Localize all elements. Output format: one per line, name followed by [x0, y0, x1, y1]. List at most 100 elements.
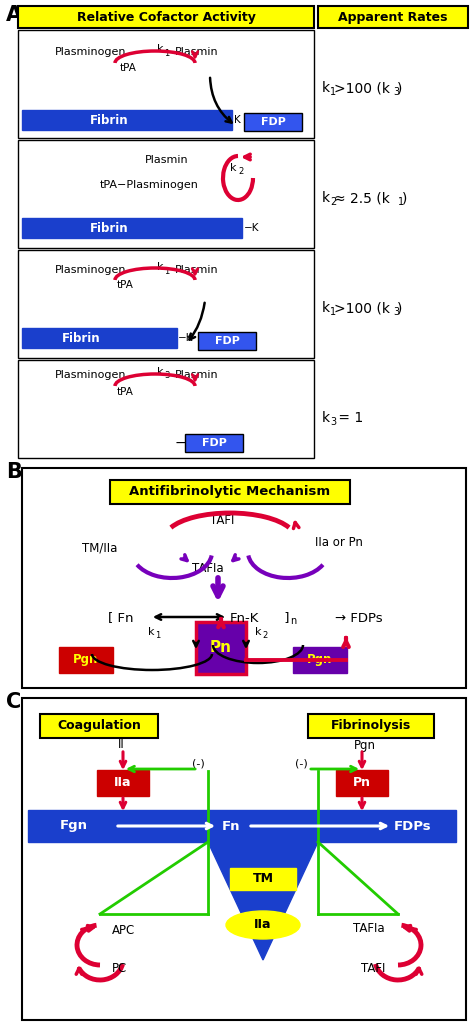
Text: II: II — [118, 739, 125, 751]
Text: APC: APC — [112, 923, 135, 937]
Text: 1: 1 — [330, 87, 336, 97]
Text: >100 (k: >100 (k — [334, 301, 390, 315]
FancyBboxPatch shape — [59, 647, 113, 673]
Text: −K: −K — [178, 333, 193, 343]
Text: TAFI: TAFI — [210, 513, 234, 526]
Text: tPA: tPA — [117, 280, 134, 290]
Text: Pn: Pn — [353, 777, 371, 789]
FancyBboxPatch shape — [185, 434, 243, 452]
Text: Fibrinolysis: Fibrinolysis — [331, 719, 411, 733]
FancyBboxPatch shape — [40, 714, 158, 738]
Text: TM/IIa: TM/IIa — [82, 542, 118, 554]
FancyBboxPatch shape — [18, 6, 314, 28]
FancyBboxPatch shape — [198, 332, 256, 350]
Text: 1: 1 — [164, 267, 169, 276]
Polygon shape — [208, 842, 318, 960]
Text: → FDPs: → FDPs — [335, 611, 383, 625]
Text: (-): (-) — [295, 758, 308, 768]
Text: IIa or Pn: IIa or Pn — [315, 537, 363, 550]
FancyBboxPatch shape — [196, 622, 246, 674]
Text: Fibrin: Fibrin — [90, 222, 128, 235]
Text: Plasminogen: Plasminogen — [55, 47, 127, 57]
Text: Plasminogen: Plasminogen — [55, 265, 127, 275]
Text: k: k — [322, 411, 330, 425]
Text: −: − — [175, 436, 187, 450]
FancyBboxPatch shape — [28, 810, 456, 842]
Text: TAFI: TAFI — [361, 961, 385, 975]
FancyBboxPatch shape — [18, 30, 314, 139]
Text: k: k — [230, 163, 237, 173]
Text: tPA: tPA — [120, 63, 137, 73]
Text: Apparent Rates: Apparent Rates — [338, 10, 448, 24]
Text: FDPs: FDPs — [394, 820, 432, 832]
Text: k: k — [148, 627, 155, 637]
Text: TAFIa: TAFIa — [354, 921, 385, 935]
Text: TM: TM — [253, 872, 273, 885]
FancyBboxPatch shape — [22, 698, 466, 1020]
Text: ≈ 2.5 (k: ≈ 2.5 (k — [334, 191, 390, 205]
Text: k: k — [157, 367, 164, 377]
Text: ): ) — [397, 81, 402, 95]
Text: >100 (k: >100 (k — [334, 81, 390, 95]
Text: PC: PC — [112, 961, 127, 975]
Text: Fn: Fn — [222, 820, 240, 832]
Text: Relative Cofactor Activity: Relative Cofactor Activity — [77, 10, 255, 24]
Text: 3: 3 — [393, 307, 399, 317]
Text: tPA−Plasminogen: tPA−Plasminogen — [100, 180, 199, 190]
Text: k: k — [322, 191, 330, 205]
FancyBboxPatch shape — [230, 868, 296, 890]
Text: k: k — [322, 81, 330, 95]
Text: Antifibrinolytic Mechanism: Antifibrinolytic Mechanism — [129, 485, 330, 499]
Text: 1: 1 — [155, 631, 160, 640]
Text: (-): (-) — [192, 758, 205, 768]
Text: 3: 3 — [164, 371, 169, 381]
Text: Fgn: Fgn — [60, 820, 88, 832]
Text: Plasmin: Plasmin — [175, 47, 219, 57]
FancyBboxPatch shape — [318, 6, 468, 28]
Text: 2: 2 — [262, 631, 267, 640]
Text: Fibrin: Fibrin — [90, 114, 128, 126]
Text: B: B — [6, 462, 22, 482]
FancyBboxPatch shape — [22, 468, 466, 688]
Text: = 1: = 1 — [334, 411, 363, 425]
FancyBboxPatch shape — [22, 328, 177, 348]
Text: tPA: tPA — [117, 387, 134, 397]
Text: Plasminogen: Plasminogen — [55, 370, 127, 380]
FancyBboxPatch shape — [244, 113, 302, 131]
Text: Pgn: Pgn — [354, 739, 376, 751]
FancyBboxPatch shape — [293, 647, 347, 673]
Text: k: k — [255, 627, 262, 637]
Text: [ Fn: [ Fn — [108, 611, 134, 625]
FancyBboxPatch shape — [18, 140, 314, 248]
Text: Coagulation: Coagulation — [57, 719, 141, 733]
Text: Pn: Pn — [210, 640, 232, 656]
Text: 3: 3 — [330, 417, 336, 427]
Text: ): ) — [402, 191, 407, 205]
Text: A: A — [6, 5, 22, 25]
FancyBboxPatch shape — [336, 770, 388, 796]
Text: IIa: IIa — [114, 777, 132, 789]
Ellipse shape — [226, 911, 300, 939]
Text: 2: 2 — [238, 167, 243, 176]
Text: TAFIa: TAFIa — [192, 561, 224, 575]
Text: FDP: FDP — [261, 117, 285, 127]
Text: k: k — [157, 262, 164, 272]
Text: k: k — [157, 44, 164, 54]
Text: n: n — [290, 616, 296, 626]
Text: ]: ] — [280, 611, 290, 625]
Text: −K: −K — [244, 223, 259, 233]
FancyBboxPatch shape — [97, 770, 149, 796]
FancyBboxPatch shape — [22, 110, 232, 130]
Text: 1: 1 — [164, 48, 169, 57]
Text: FDP: FDP — [201, 438, 227, 448]
Text: Pgn: Pgn — [73, 654, 99, 667]
Text: 2: 2 — [330, 197, 336, 207]
Text: Plasmin: Plasmin — [175, 265, 219, 275]
Text: FDP: FDP — [215, 336, 239, 346]
FancyBboxPatch shape — [110, 480, 350, 504]
Text: Plasmin: Plasmin — [145, 155, 189, 165]
Text: K: K — [234, 115, 241, 125]
Text: Pgn: Pgn — [307, 654, 333, 667]
FancyBboxPatch shape — [308, 714, 434, 738]
Text: C: C — [6, 692, 21, 712]
